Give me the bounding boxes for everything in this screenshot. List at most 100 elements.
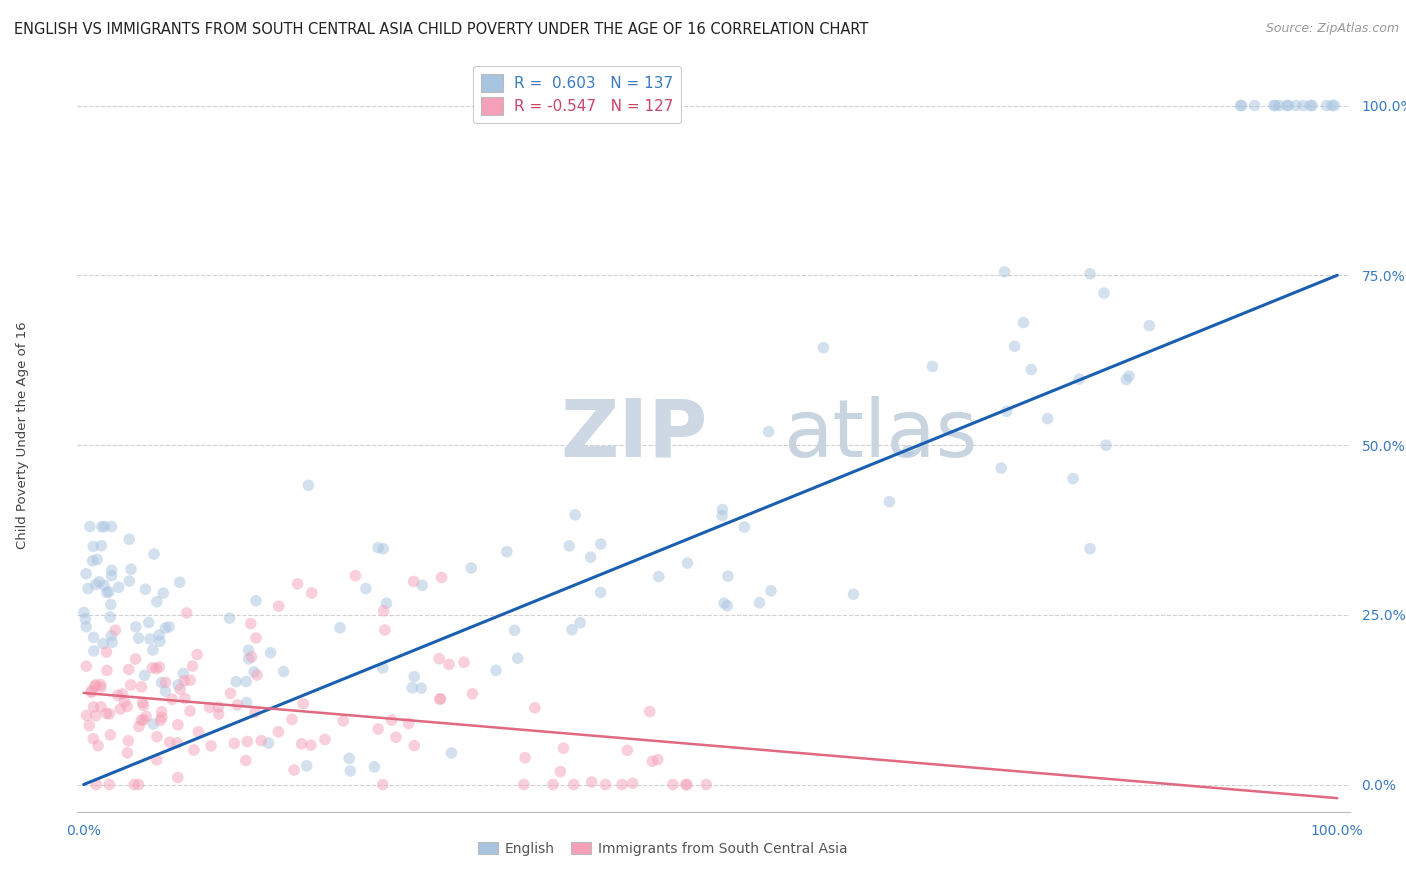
Point: [246, 668, 269, 682]
Point: [84, 778, 107, 792]
Point: [90, 539, 112, 553]
Point: [561, 623, 583, 637]
Point: [1004, 339, 1026, 353]
Point: [167, 678, 190, 692]
Point: [73, 606, 96, 620]
Point: [1012, 316, 1035, 330]
Point: [100, 568, 122, 582]
Point: [173, 673, 195, 688]
Point: [132, 698, 155, 713]
Point: [117, 746, 139, 760]
Point: [160, 692, 183, 706]
Point: [80, 684, 103, 698]
Point: [82, 540, 104, 554]
Point: [495, 544, 517, 558]
Point: [621, 776, 644, 790]
Point: [523, 700, 546, 714]
Point: [842, 587, 865, 601]
Point: [96, 706, 118, 721]
Point: [169, 575, 191, 590]
Point: [125, 620, 148, 634]
Point: [404, 670, 426, 684]
Point: [297, 478, 319, 492]
Point: [1323, 98, 1346, 112]
Point: [143, 547, 166, 561]
Point: [83, 631, 105, 645]
Point: [122, 778, 145, 792]
Point: [98, 706, 121, 721]
Point: [107, 688, 129, 702]
Point: [344, 568, 367, 582]
Text: atlas: atlas: [783, 396, 979, 474]
Point: [100, 628, 122, 642]
Point: [1264, 98, 1286, 112]
Point: [134, 582, 156, 597]
Point: [219, 686, 242, 700]
Point: [1078, 267, 1101, 281]
Point: [748, 596, 770, 610]
Point: [187, 724, 209, 739]
Point: [638, 705, 661, 719]
Point: [75, 612, 97, 626]
Point: [236, 734, 259, 748]
Point: [245, 631, 267, 645]
Point: [131, 696, 153, 710]
Point: [75, 659, 97, 673]
Point: [429, 692, 451, 706]
Point: [402, 574, 425, 589]
Point: [337, 751, 360, 765]
Point: [273, 665, 295, 679]
Point: [243, 706, 266, 720]
Point: [93, 578, 115, 592]
Point: [145, 753, 167, 767]
Point: [84, 577, 107, 591]
Point: [148, 628, 170, 642]
Legend: English, Immigrants from South Central Asia: English, Immigrants from South Central A…: [472, 836, 852, 862]
Point: [1115, 373, 1137, 387]
Point: [118, 574, 141, 588]
Point: [224, 736, 246, 750]
Point: [440, 746, 463, 760]
Point: [225, 674, 247, 689]
Point: [589, 585, 612, 599]
Point: [145, 661, 167, 675]
Point: [1277, 98, 1299, 112]
Point: [166, 717, 188, 731]
Point: [155, 684, 177, 698]
Point: [711, 508, 734, 523]
Point: [758, 425, 780, 439]
Point: [245, 593, 267, 607]
Point: [79, 519, 101, 533]
Point: [97, 584, 120, 599]
Point: [1320, 98, 1343, 112]
Point: [101, 635, 124, 649]
Point: [139, 632, 162, 646]
Point: [149, 634, 172, 648]
Point: [301, 586, 323, 600]
Point: [292, 697, 315, 711]
Point: [558, 539, 581, 553]
Point: [257, 736, 280, 750]
Point: [107, 580, 129, 594]
Point: [759, 583, 782, 598]
Point: [1095, 438, 1118, 452]
Point: [120, 562, 142, 576]
Point: [146, 595, 169, 609]
Point: [595, 778, 617, 792]
Point: [281, 712, 304, 726]
Point: [172, 666, 194, 681]
Point: [238, 652, 260, 666]
Point: [564, 508, 586, 522]
Point: [990, 461, 1012, 475]
Point: [166, 736, 188, 750]
Point: [879, 494, 901, 508]
Point: [295, 759, 318, 773]
Point: [716, 599, 738, 613]
Point: [159, 735, 181, 749]
Point: [506, 651, 529, 665]
Point: [648, 569, 671, 583]
Point: [717, 569, 740, 583]
Point: [124, 652, 146, 666]
Point: [77, 718, 100, 732]
Point: [226, 698, 249, 712]
